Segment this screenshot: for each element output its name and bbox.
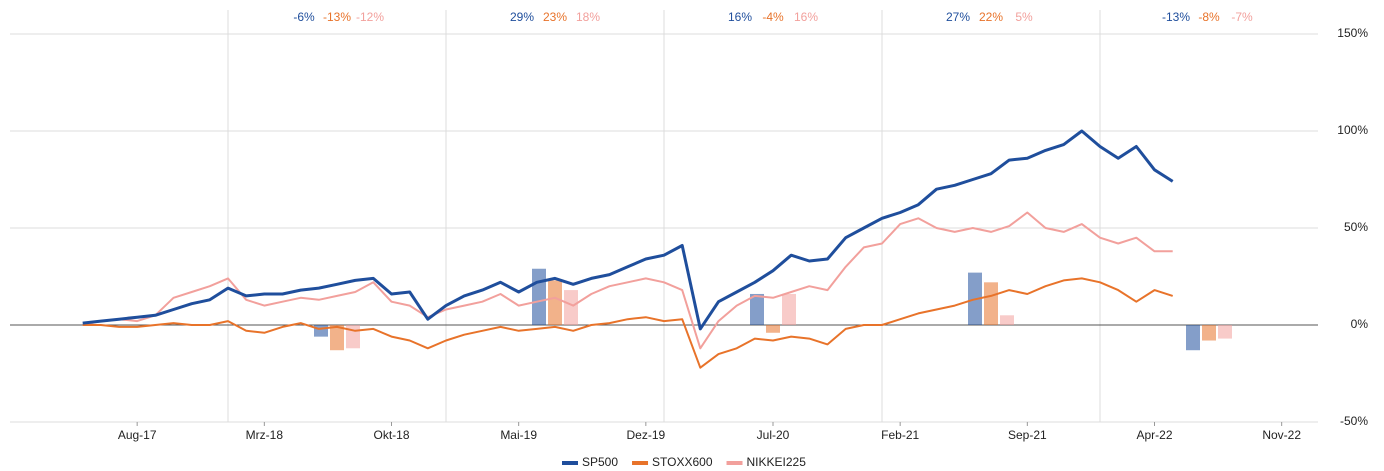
x-tick-label: Jul-20 (757, 428, 790, 442)
annual-label: 18% (576, 10, 600, 24)
legend-label: STOXX600 (652, 455, 713, 469)
x-tick-label: Sep-21 (1008, 428, 1047, 442)
y-tick-label: 100% (1337, 123, 1368, 137)
y-tick-label: 0% (1351, 317, 1369, 331)
series-line (82, 211, 1173, 350)
annual-label: -13% (1162, 10, 1190, 24)
x-tick-label: Mrz-18 (246, 428, 284, 442)
annual-bar (750, 293, 764, 325)
y-tick-label: 150% (1337, 26, 1368, 40)
x-tick-label: Dez-19 (626, 428, 665, 442)
annual-label: 22% (979, 10, 1003, 24)
x-tick-label: Nov-22 (1262, 428, 1301, 442)
annual-label: 23% (543, 10, 567, 24)
annual-label: 16% (728, 10, 752, 24)
annual-bar (548, 280, 562, 325)
annual-label: -12% (356, 10, 384, 24)
annual-bar (984, 282, 998, 325)
annual-label: -13% (323, 10, 351, 24)
annual-bar (532, 268, 546, 325)
annual-bar (1186, 325, 1200, 351)
series-line (82, 277, 1174, 369)
annual-bar (564, 290, 578, 325)
legend-label: NIKKEI225 (747, 455, 807, 469)
annual-label: -6% (293, 10, 315, 24)
annual-bar (782, 293, 796, 325)
annual-bar (330, 325, 344, 351)
annual-label: 29% (510, 10, 534, 24)
x-tick-label: Feb-21 (881, 428, 919, 442)
legend-label: SP500 (582, 455, 618, 469)
annual-bar (1202, 325, 1216, 341)
y-tick-label: 50% (1344, 220, 1368, 234)
annual-label: -8% (1198, 10, 1220, 24)
annual-label: 5% (1015, 10, 1033, 24)
x-tick-label: Mai-19 (500, 428, 537, 442)
annual-label: -7% (1231, 10, 1253, 24)
annual-label: -4% (762, 10, 784, 24)
annual-bar (1000, 315, 1014, 325)
annual-label: 27% (946, 10, 970, 24)
x-tick-label: Apr-22 (1136, 428, 1172, 442)
annual-bar (314, 325, 328, 337)
y-tick-label: -50% (1340, 414, 1368, 428)
annual-bar (766, 325, 780, 333)
x-tick-label: Aug-17 (118, 428, 157, 442)
annual-bar (1218, 325, 1232, 339)
x-tick-label: Okt-18 (373, 428, 409, 442)
annual-label: 16% (794, 10, 818, 24)
legend: SP500 STOXX600 NIKKEI225 (562, 455, 806, 469)
series-line (82, 129, 1174, 331)
